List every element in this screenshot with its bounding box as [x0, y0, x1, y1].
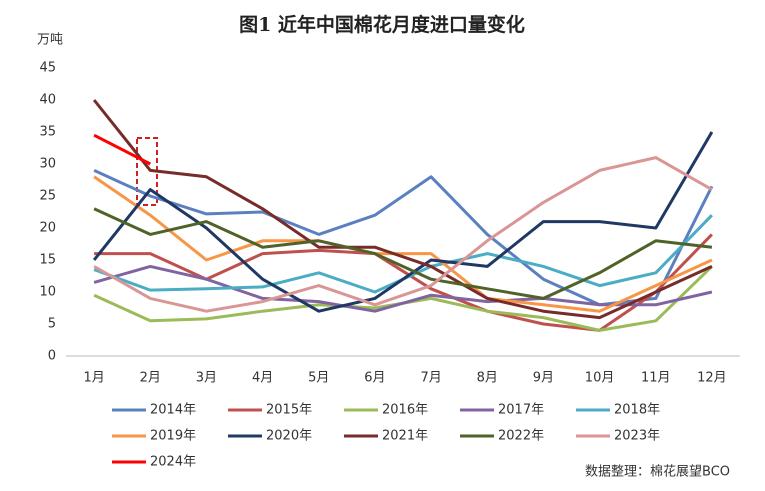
source: 数据整理：棉花展望BCO: [585, 464, 730, 480]
y-tick-label: 5: [48, 317, 56, 332]
y-tick-label: 10: [39, 285, 56, 300]
legend-label: 2017年: [498, 403, 544, 418]
x-tick-label: 11月: [641, 371, 671, 386]
legend-label: 2015年: [266, 403, 312, 418]
series-line: [93, 133, 151, 166]
chart-title: 图1 近年中国棉花月度进口量变化: [239, 13, 525, 36]
x-tick-label: 10月: [585, 371, 615, 386]
y-tick-label: 30: [39, 157, 56, 172]
y-tick-label: 20: [39, 221, 56, 236]
series-line: [92, 131, 714, 313]
highlight-box: [136, 137, 158, 206]
y-tick-label: 25: [39, 189, 56, 204]
y-tick-label: 15: [39, 253, 56, 268]
series-line: [94, 233, 713, 332]
legend-label: 2023年: [614, 429, 660, 444]
legend-label: 2021年: [382, 429, 428, 444]
x-tick-label: 8月: [477, 371, 498, 386]
y-tick-label: 45: [39, 61, 56, 76]
x-tick-label: 6月: [364, 371, 385, 386]
series-line: [93, 207, 713, 300]
legend-label: 2014年: [150, 403, 196, 418]
y-axis-label: 万吨: [37, 33, 63, 48]
legend-label: 2016年: [382, 403, 428, 418]
legend-label: 2020年: [266, 429, 312, 444]
legend-label: 2024年: [150, 455, 196, 470]
y-tick-label: 35: [39, 125, 56, 140]
x-tick-label: 9月: [533, 371, 554, 386]
legend-label: 2019年: [150, 429, 196, 444]
series-line: [93, 175, 713, 313]
legend-label: 2022年: [498, 429, 544, 444]
series-line: [92, 99, 713, 320]
x-tick-label: 5月: [308, 371, 329, 386]
x-tick-label: 12月: [697, 371, 727, 386]
y-tick-label: 0: [48, 349, 56, 364]
x-tick-label: 3月: [196, 371, 217, 386]
series-line: [93, 169, 714, 307]
x-tick-label: 1月: [83, 371, 104, 386]
x-tick-label: 2月: [140, 371, 161, 386]
y-tick-label: 40: [39, 93, 56, 108]
x-tick-label: 4月: [252, 371, 273, 386]
x-tick-label: 7月: [420, 371, 441, 386]
legend-label: 2018年: [614, 403, 660, 418]
series-line: [93, 264, 713, 313]
series-line: [93, 156, 713, 313]
